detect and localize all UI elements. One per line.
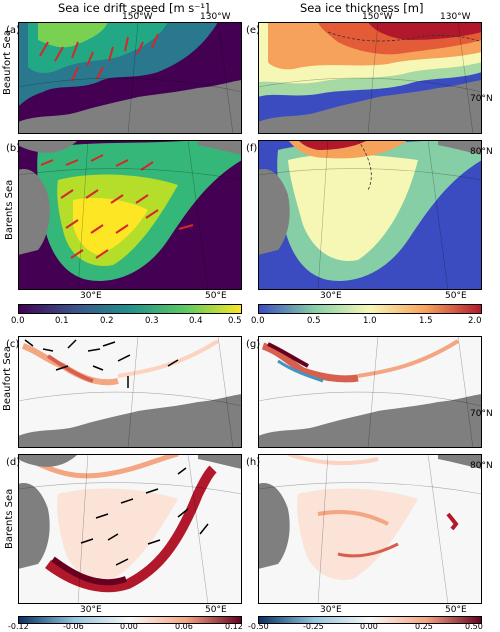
row-label-beaufort-2: Beaufort Sea — [2, 346, 13, 411]
panel-b-map — [18, 140, 242, 290]
panel-label-d: (d) — [6, 457, 21, 468]
coord-130w-e: 130°W — [440, 12, 471, 22]
coord-150w-a: 150°W — [122, 12, 153, 22]
panel-label-f: (f) — [246, 143, 258, 154]
panel-label-e: (e) — [246, 25, 260, 36]
cb-spdiff-tick-4: 0.12 — [225, 622, 243, 631]
cb-spdiff-tick-1: -0.06 — [63, 622, 84, 631]
coord-70n-g: 70°N — [470, 409, 493, 419]
row-label-beaufort-1: Beaufort Sea — [2, 30, 13, 95]
coord-50e-h: 50°E — [445, 605, 467, 615]
cb-thick-tick-0: 0.0 — [251, 316, 265, 326]
colorbar-speed-diff — [18, 616, 242, 624]
panel-c-map — [18, 336, 242, 448]
panel-e-map — [258, 22, 482, 134]
coord-80n-h: 80°N — [470, 461, 493, 471]
colorbar-speed — [18, 304, 242, 314]
cb-spdiff-tick-2: 0.00 — [120, 622, 138, 631]
panel-label-a: (a) — [6, 25, 20, 36]
cb-thdiff-tick-2: 0.00 — [360, 622, 378, 631]
title-drift-speed: Sea ice drift speed [m s⁻¹] — [58, 1, 210, 15]
row-label-barents-1: Barents Sea — [4, 179, 15, 240]
coord-50e-d: 50°E — [205, 605, 227, 615]
row-label-barents-2: Barents Sea — [4, 488, 15, 549]
coord-30e-h: 30°E — [320, 605, 342, 615]
cb-thick-tick-4: 2.0 — [468, 316, 482, 326]
panel-h-map — [258, 454, 482, 604]
colorbar-thickness — [258, 304, 482, 314]
panel-label-h: (h) — [246, 457, 261, 468]
cb-thdiff-tick-0: -0.50 — [248, 622, 269, 631]
panel-g-map — [258, 336, 482, 448]
title-thickness: Sea ice thickness [m] — [300, 1, 424, 15]
panel-label-b: (b) — [6, 143, 21, 154]
panel-label-c: (c) — [6, 339, 20, 350]
coord-150w-e: 150°W — [362, 12, 393, 22]
coord-30e-b: 30°E — [80, 291, 102, 301]
cb-spdiff-tick-0: -0.12 — [8, 622, 29, 631]
cb-thick-tick-2: 1.0 — [363, 316, 377, 326]
coord-70n-e: 70°N — [470, 94, 493, 104]
cb-speed-tick-0: 0.0 — [11, 316, 25, 326]
colorbar-thickness-diff — [258, 616, 482, 624]
cb-thick-tick-1: 0.5 — [307, 316, 321, 326]
cb-speed-tick-4: 0.4 — [189, 316, 203, 326]
cb-thdiff-tick-1: -0.25 — [303, 622, 324, 631]
panel-d-map — [18, 454, 242, 604]
coord-30e-d: 30°E — [80, 605, 102, 615]
cb-thdiff-tick-3: 0.25 — [415, 622, 433, 631]
coord-50e-b: 50°E — [205, 291, 227, 301]
coord-30e-f: 30°E — [320, 291, 342, 301]
panel-a-map — [18, 22, 242, 134]
cb-thdiff-tick-4: 0.50 — [465, 622, 483, 631]
coord-50e-f: 50°E — [445, 291, 467, 301]
cb-speed-tick-5: 0.5 — [228, 316, 242, 326]
cb-thick-tick-3: 1.5 — [419, 316, 433, 326]
cb-spdiff-tick-3: 0.06 — [175, 622, 193, 631]
cb-speed-tick-2: 0.2 — [100, 316, 114, 326]
cb-speed-tick-1: 0.1 — [55, 316, 69, 326]
panel-f-map — [258, 140, 482, 290]
cb-speed-tick-3: 0.3 — [145, 316, 159, 326]
coord-130w-a: 130°W — [200, 12, 231, 22]
panel-label-g: (g) — [246, 339, 261, 350]
coord-80n-f: 80°N — [470, 147, 493, 157]
